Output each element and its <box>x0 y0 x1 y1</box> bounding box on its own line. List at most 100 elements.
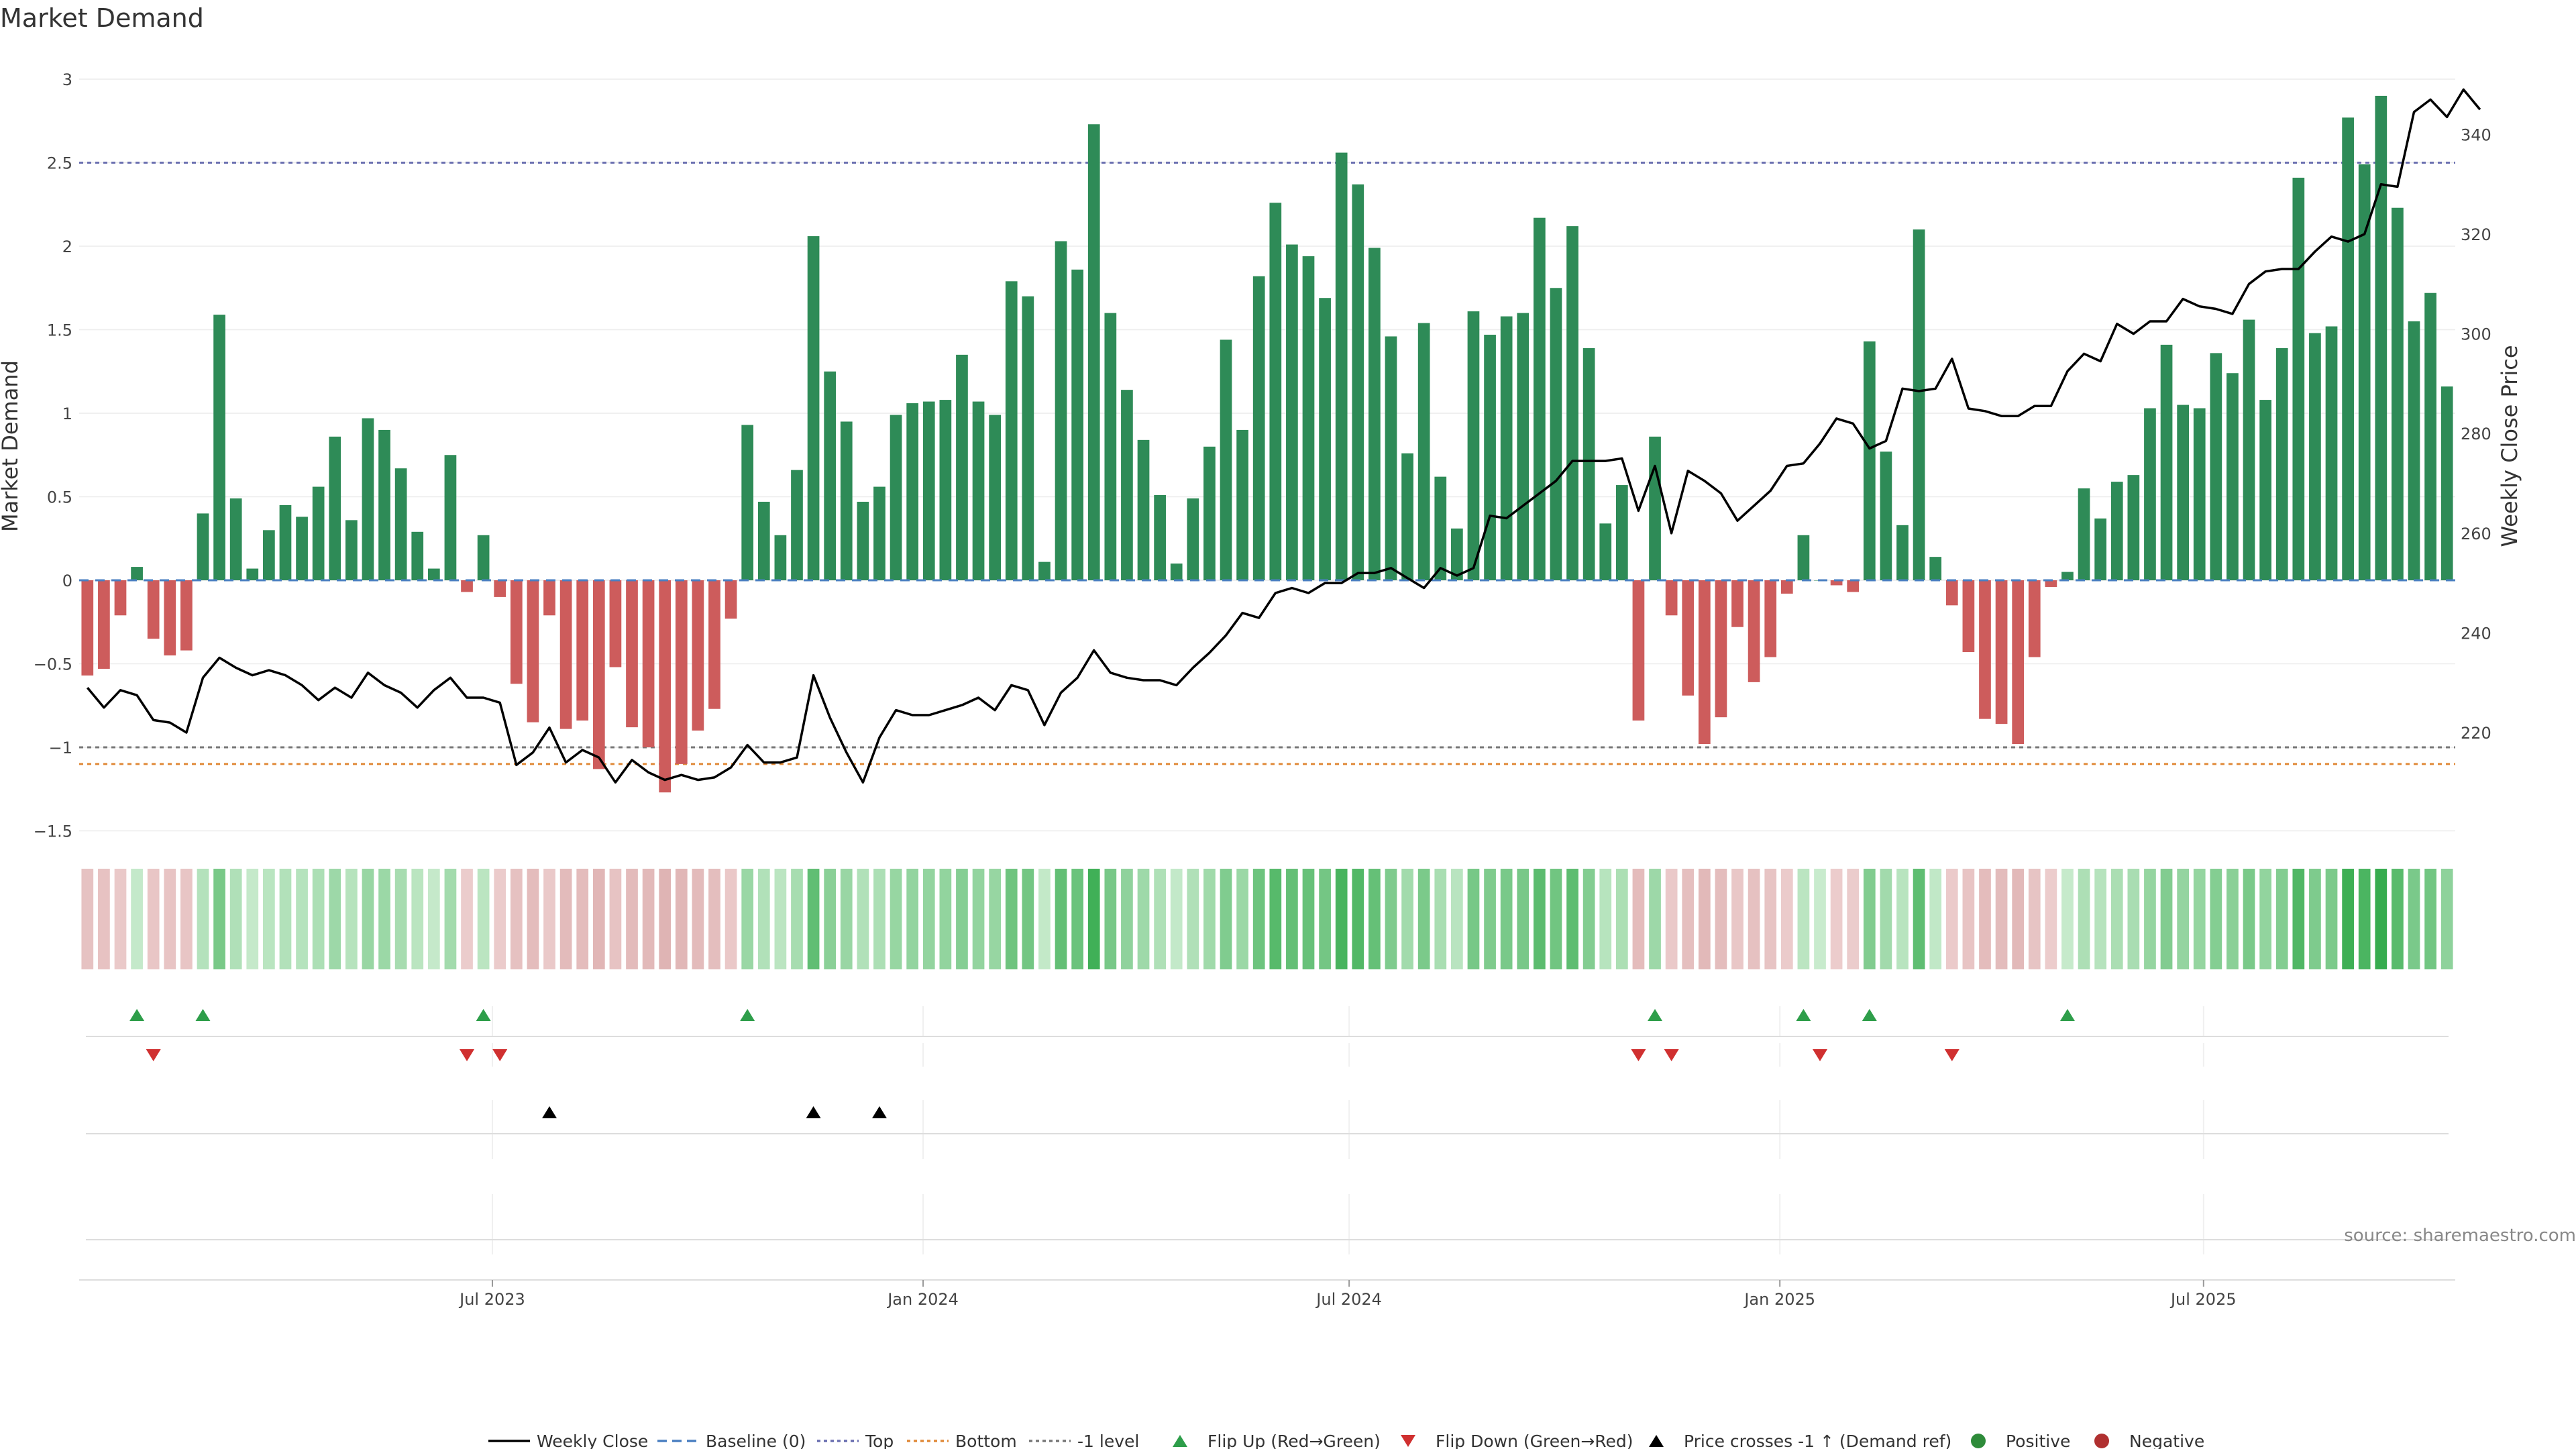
heatmap-cell <box>1582 869 1595 969</box>
marker-panels <box>79 1036 2455 1281</box>
heatmap-cell <box>708 869 720 969</box>
demand-bar <box>626 580 638 728</box>
heatmap-cell <box>329 869 341 969</box>
heatmap-cell <box>890 869 902 969</box>
heatmap-cell <box>2078 869 2090 969</box>
y-tick-label: −1.5 <box>34 822 72 841</box>
flip-up-marker <box>195 1009 211 1021</box>
demand-bar <box>1682 580 1695 696</box>
heatmap-cell <box>559 869 572 969</box>
heatmap-cell <box>1170 869 1183 969</box>
demand-bar <box>1665 580 1678 616</box>
demand-bar <box>1484 334 1496 580</box>
demand-bar <box>246 568 259 580</box>
heatmap-cell <box>147 869 160 969</box>
legend-flip_down-icon <box>1401 1435 1415 1447</box>
legend-item-positive: Positive <box>1971 1432 2070 1449</box>
demand-bar <box>461 580 473 592</box>
heatmap-cell <box>1385 869 1397 969</box>
legend-label: -1 level <box>1077 1432 1139 1449</box>
heatmap-cell <box>1137 869 1150 969</box>
x-tick-label: Jul 2023 <box>458 1290 525 1309</box>
heatmap-cell <box>180 869 193 969</box>
demand-bar <box>2177 405 2190 580</box>
heatmap-cell <box>1071 869 1083 969</box>
heatmap-cell <box>345 869 358 969</box>
heatmap-cell <box>972 869 985 969</box>
demand-bar <box>2045 580 2057 587</box>
legend-label: Weekly Close <box>537 1432 648 1449</box>
flip-down-marker <box>146 1049 161 1061</box>
heatmap-cell <box>296 869 308 969</box>
demand-bar <box>180 580 193 651</box>
legend-label: Bottom <box>955 1432 1017 1449</box>
demand-bar <box>1698 580 1711 745</box>
heatmap-cell <box>312 869 325 969</box>
heatmap-cell <box>675 869 688 969</box>
heatmap-cell <box>2127 869 2140 969</box>
heatmap-cell <box>2210 869 2222 969</box>
demand-bar <box>890 415 902 580</box>
heatmap-cell <box>1731 869 1743 969</box>
demand-bar <box>1451 528 1463 580</box>
heatmap-cell <box>362 869 374 969</box>
heatmap-cell <box>1302 869 1315 969</box>
heatmap-cell <box>1682 869 1695 969</box>
demand-bar <box>394 468 407 580</box>
demand-bar <box>840 421 853 580</box>
price-cross-marker <box>806 1106 821 1118</box>
demand-bar <box>1566 226 1578 580</box>
demand-bar <box>1731 580 1743 627</box>
demand-bar <box>609 580 622 667</box>
heatmap-cell <box>1417 869 1430 969</box>
demand-bar <box>1863 341 1876 580</box>
demand-bar <box>2226 373 2239 580</box>
y-axis-title: Market Demand <box>0 360 23 532</box>
demand-bar <box>1434 476 1447 580</box>
demand-bar <box>1748 580 1760 682</box>
heatmap-cell <box>2110 869 2123 969</box>
demand-bar <box>2028 580 2041 657</box>
legend-label: Baseline (0) <box>706 1432 806 1449</box>
heatmap-cell <box>494 869 506 969</box>
heatmap-cell <box>1599 869 1612 969</box>
x-tick-label: Jan 2025 <box>1743 1290 1815 1309</box>
demand-bar <box>1302 256 1315 580</box>
heatmap-cell <box>824 869 837 969</box>
chart-title: Market Demand <box>0 3 204 33</box>
heatmap-cell <box>2012 869 2025 969</box>
heatmap-cell <box>427 869 440 969</box>
heatmap-cell <box>1896 869 1909 969</box>
heatmap-cell <box>989 869 1002 969</box>
y-tick-label: 3 <box>62 70 72 89</box>
demand-bar <box>378 429 390 580</box>
heatmap-cell <box>527 869 539 969</box>
demand-bar <box>1154 495 1166 580</box>
heatmap-cell <box>1929 869 1942 969</box>
demand-bar <box>559 580 572 729</box>
heatmap-cell <box>1121 869 1133 969</box>
demand-bar <box>1780 580 1793 594</box>
heatmap-cell <box>1847 869 1860 969</box>
demand-bars <box>81 95 2453 793</box>
demand-bar <box>757 501 770 580</box>
demand-bar <box>1368 248 1381 580</box>
y2-tick-label: 300 <box>2461 325 2491 344</box>
y-tick-label: 1 <box>62 405 72 423</box>
flip-up-marker <box>1796 1009 1811 1021</box>
demand-bar <box>2275 347 2288 580</box>
legend-item-minus_one: -1 level <box>1029 1432 1139 1449</box>
legend-negative-icon <box>2094 1434 2109 1448</box>
heatmap-cell <box>642 869 655 969</box>
demand-bar <box>2127 475 2140 580</box>
heatmap-cell <box>939 869 952 969</box>
y-tick-label: 0 <box>62 572 72 590</box>
demand-bar <box>1187 498 1199 580</box>
heatmap-cell <box>1104 869 1117 969</box>
demand-bar <box>362 418 374 580</box>
heatmap-cell <box>2061 869 2074 969</box>
heatmap-cell <box>2177 869 2190 969</box>
demand-bar <box>1055 241 1067 580</box>
demand-bar <box>972 401 985 580</box>
demand-bar <box>98 580 110 669</box>
